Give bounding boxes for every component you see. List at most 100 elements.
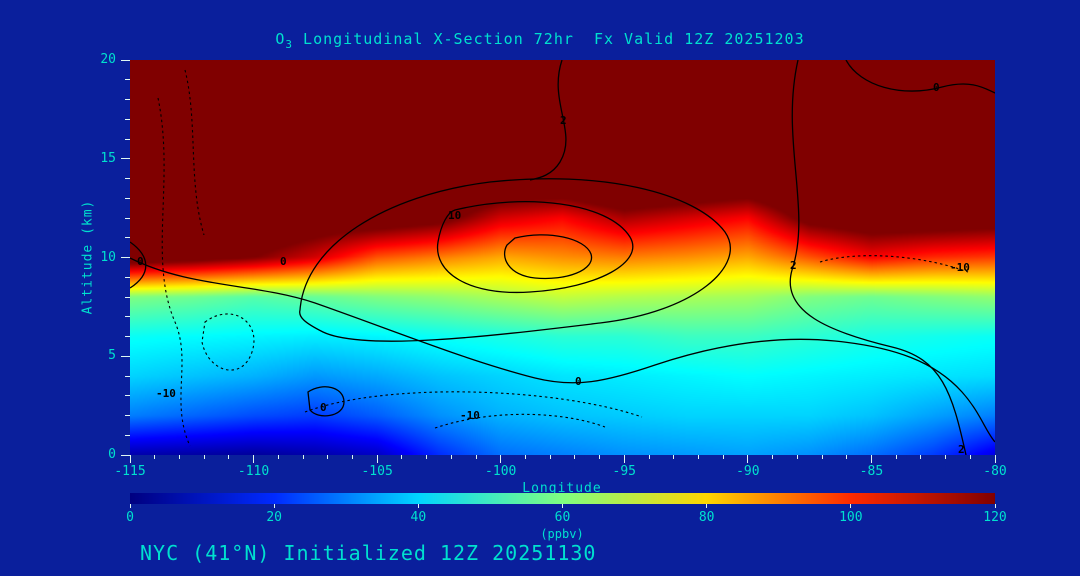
contour-line: [299, 178, 731, 342]
contour-line-dashed: [819, 255, 969, 273]
y-axis-tick: [125, 197, 130, 199]
x-axis-tick: [920, 455, 922, 459]
colorbar-tick: [562, 504, 563, 508]
x-axis-tick: [574, 455, 576, 459]
x-axis-tick: [178, 455, 180, 459]
chart-title: O3 Longitudinal X-Section 72hr Fx Valid …: [0, 30, 1080, 51]
x-axis-tick: [648, 455, 650, 459]
x-axis-tick: [327, 455, 329, 459]
colorbar-tick-label: 20: [266, 510, 282, 525]
colorbar-tick-label: 60: [554, 510, 571, 525]
y-axis-tick: [125, 375, 130, 377]
colorbar-tick-label: 80: [698, 510, 715, 525]
y-axis-tick: [125, 316, 130, 318]
x-axis-tick: [154, 455, 156, 459]
y-tick-label: 20: [100, 52, 116, 67]
contour-line: [789, 60, 967, 455]
x-axis-tick: [994, 455, 996, 463]
x-axis-tick: [524, 455, 526, 459]
x-axis-tick: [203, 455, 205, 459]
colorbar-units-label: (ppbv): [540, 527, 584, 541]
contour-line-dashed: [201, 313, 255, 371]
y-axis-tick: [125, 237, 130, 239]
colorbar-tick-label: 100: [839, 510, 863, 525]
contour-line: [130, 257, 995, 443]
y-axis-tick: [121, 257, 130, 258]
colorbar-tick-label: 120: [983, 510, 1007, 525]
x-axis-tick: [302, 455, 304, 459]
contour-line: [529, 60, 567, 181]
y-axis-tick: [121, 59, 130, 61]
contour-line: [503, 234, 593, 280]
x-axis-tick: [772, 455, 774, 459]
x-axis-tick: [475, 455, 477, 459]
y-axis-tick: [125, 79, 130, 81]
x-axis-tick: [697, 455, 699, 459]
colorbar-tick-label: 40: [410, 510, 427, 525]
footer-annotation: NYC (41°N) Initialized 12Z 20251130: [140, 541, 597, 565]
x-axis-tick: [722, 455, 724, 459]
chart-title-subscript: 3: [285, 38, 294, 51]
contour-overlay: [130, 60, 995, 455]
y-axis-tick: [125, 118, 130, 120]
contour-line-dashed: [157, 97, 191, 447]
y-tick-label: 0: [108, 447, 116, 462]
x-axis-tick: [870, 455, 872, 463]
x-axis-tick: [277, 455, 279, 459]
y-axis-tick: [125, 415, 130, 416]
colorbar-tick: [417, 504, 419, 508]
x-tick-label: -115: [114, 464, 146, 479]
x-axis-tick: [351, 455, 353, 459]
plot-area: -10 0 0 0 -10 0 10 2 0 2 -10 2: [130, 60, 995, 455]
contour-line-dashed: [184, 69, 205, 236]
x-axis-tick: [821, 455, 823, 459]
y-axis-tick: [125, 178, 130, 179]
y-axis-tick: [125, 395, 130, 397]
x-tick-label: -100: [485, 464, 517, 479]
x-axis-tick: [426, 455, 428, 459]
x-axis-tick: [549, 455, 551, 459]
colorbar: [130, 493, 995, 504]
y-axis-tick: [121, 454, 130, 456]
x-axis-tick: [895, 455, 897, 459]
x-axis-tick: [129, 455, 131, 463]
x-axis-label: Longitude: [522, 481, 602, 496]
x-tick-label: -105: [361, 464, 393, 479]
y-tick-label: 15: [100, 150, 116, 166]
contour-line: [307, 386, 345, 417]
y-tick-label: 5: [108, 348, 116, 364]
contour-line: [130, 241, 147, 289]
contour-line-dashed: [434, 413, 606, 429]
colorbar-tick-label: 0: [126, 510, 134, 525]
colorbar-tick: [273, 504, 275, 508]
x-tick-label: -110: [237, 464, 270, 479]
x-axis-tick: [623, 455, 625, 463]
colorbar-tick: [994, 504, 996, 508]
y-axis-tick: [121, 355, 130, 357]
y-axis-tick: [125, 99, 130, 100]
y-axis-tick: [125, 296, 130, 298]
x-axis-tick: [747, 455, 749, 463]
contour-line: [845, 60, 995, 94]
x-axis-tick: [500, 455, 502, 463]
x-axis-tick: [673, 455, 675, 459]
colorbar-tick: [129, 504, 131, 508]
x-axis-tick: [253, 455, 255, 463]
colorbar-tick: [706, 504, 708, 508]
chart-title-rest: Longitudinal X-Section 72hr Fx Valid 12Z…: [293, 30, 805, 48]
colorbar-tick: [850, 504, 852, 508]
x-axis-tick: [796, 455, 798, 459]
y-axis-tick: [125, 336, 130, 337]
field-canvas: [130, 60, 995, 455]
contour-line-dashed: [304, 391, 643, 418]
contour-line: [436, 201, 634, 294]
y-axis-tick: [125, 138, 130, 140]
x-axis-tick: [376, 455, 378, 463]
x-tick-label: -95: [612, 464, 637, 479]
chart-title-prefix: O: [275, 30, 286, 48]
x-tick-label: -90: [736, 464, 760, 479]
x-tick-label: -80: [983, 464, 1007, 479]
x-axis-tick: [599, 455, 601, 459]
x-axis-tick: [450, 455, 452, 459]
